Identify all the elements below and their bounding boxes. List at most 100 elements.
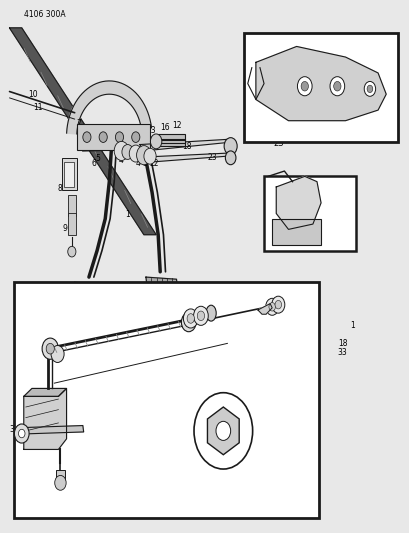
Text: 4: 4 [119,156,124,165]
Text: 21: 21 [35,337,45,346]
Text: 29: 29 [219,433,229,442]
Text: 33: 33 [337,348,347,357]
Circle shape [51,345,64,362]
Bar [67,214,76,235]
Circle shape [18,429,25,438]
Circle shape [136,146,151,165]
Circle shape [187,314,194,323]
Text: 24: 24 [143,136,153,145]
Bar [263,176,355,251]
Circle shape [14,424,29,443]
Circle shape [183,309,198,328]
Bar [63,161,74,187]
Text: 6: 6 [92,159,97,168]
Text: 5: 5 [95,154,100,163]
Circle shape [197,311,204,320]
Circle shape [329,77,344,96]
Text: 27: 27 [256,294,265,303]
Circle shape [268,303,275,311]
Bar [13,282,318,519]
Circle shape [297,77,311,96]
Circle shape [54,475,66,490]
Text: 26: 26 [123,300,132,309]
Text: 13: 13 [146,126,156,135]
Text: 18: 18 [67,178,76,187]
Circle shape [114,141,128,160]
Text: 4: 4 [135,159,140,167]
Polygon shape [20,425,83,434]
Text: 15: 15 [95,125,104,134]
Text: 11: 11 [33,103,43,112]
Circle shape [216,421,230,440]
Circle shape [129,145,142,162]
Circle shape [131,132,139,142]
Text: 17: 17 [114,147,123,156]
Text: 32: 32 [378,112,387,122]
Text: 19: 19 [59,483,68,492]
Polygon shape [67,81,151,134]
Text: 12: 12 [171,122,181,131]
Text: 18: 18 [182,142,191,151]
Text: 23: 23 [272,139,283,148]
Text: 1: 1 [349,321,354,330]
Text: 22: 22 [149,159,159,167]
Bar [55,470,65,480]
Text: 30: 30 [208,300,218,309]
Text: 25: 25 [276,291,285,300]
Text: 10: 10 [28,90,38,99]
Circle shape [46,343,54,354]
Circle shape [265,298,278,316]
Text: 18: 18 [337,339,346,348]
Text: 1: 1 [346,237,351,246]
Polygon shape [255,46,385,120]
Circle shape [115,132,123,142]
Circle shape [67,246,76,257]
Text: 25: 25 [184,303,194,312]
Circle shape [224,138,236,155]
Circle shape [99,132,107,142]
Circle shape [274,301,281,309]
Circle shape [193,306,208,325]
Text: 8: 8 [57,183,62,192]
Polygon shape [24,389,66,449]
Text: 32: 32 [376,42,387,51]
Polygon shape [139,153,233,163]
Circle shape [193,393,252,469]
Text: 28: 28 [63,424,72,433]
Text: 7: 7 [76,119,81,128]
Text: 9: 9 [62,224,67,233]
Text: 16: 16 [160,123,170,132]
Ellipse shape [205,305,216,321]
Text: 20: 20 [67,471,77,479]
Circle shape [333,82,340,91]
Text: 10: 10 [61,343,70,352]
Polygon shape [146,277,177,286]
Text: 33: 33 [340,181,350,190]
Text: 4106 300A: 4106 300A [24,10,65,19]
Circle shape [144,148,156,164]
Circle shape [271,296,284,313]
Circle shape [150,134,162,149]
Text: 23: 23 [207,154,217,163]
Circle shape [300,82,308,91]
Circle shape [363,82,375,96]
Polygon shape [276,176,320,229]
Text: 18: 18 [340,193,349,202]
Text: 1: 1 [125,210,130,219]
Circle shape [42,338,58,359]
Bar [272,219,320,245]
Circle shape [181,313,196,332]
Bar [243,33,398,142]
Text: 2: 2 [89,292,94,301]
Text: 2: 2 [88,292,93,301]
Circle shape [366,85,372,93]
Bar [76,124,150,150]
Polygon shape [9,28,156,235]
Bar [67,195,76,216]
Text: 31: 31 [9,425,19,434]
Text: 11: 11 [63,351,72,360]
Polygon shape [74,282,109,290]
Circle shape [83,132,91,142]
Circle shape [225,151,235,165]
Text: 14: 14 [121,126,130,135]
